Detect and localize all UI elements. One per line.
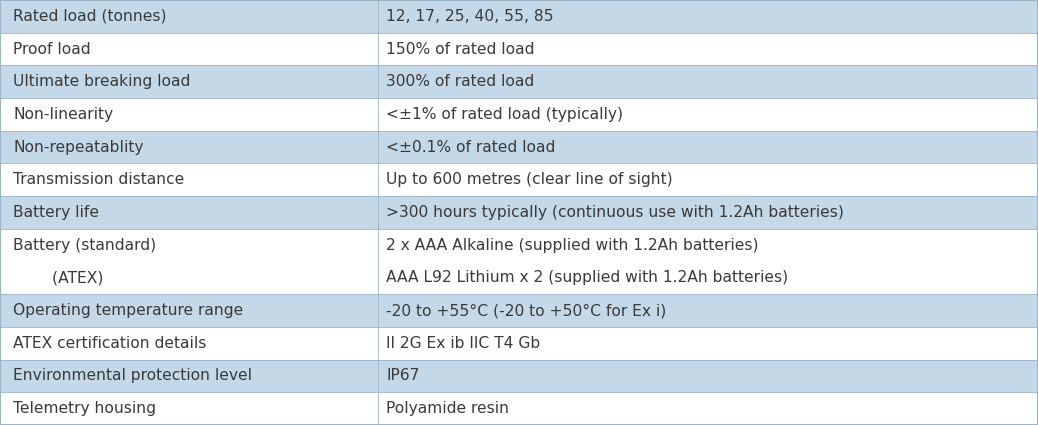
- Text: 150% of rated load: 150% of rated load: [386, 42, 535, 57]
- Bar: [0, 131, 1038, 164]
- Bar: [0, 327, 1038, 360]
- Bar: [0, 360, 1038, 392]
- Text: 2 x AAA Alkaline (supplied with 1.2Ah batteries): 2 x AAA Alkaline (supplied with 1.2Ah ba…: [386, 238, 759, 253]
- Text: ATEX certification details: ATEX certification details: [13, 336, 207, 351]
- Text: -20 to +55°C (-20 to +50°C for Ex i): -20 to +55°C (-20 to +50°C for Ex i): [386, 303, 666, 318]
- Bar: [0, 65, 1038, 98]
- Text: Battery life: Battery life: [13, 205, 100, 220]
- Text: Up to 600 metres (clear line of sight): Up to 600 metres (clear line of sight): [386, 172, 673, 187]
- Text: AAA L92 Lithium x 2 (supplied with 1.2Ah batteries): AAA L92 Lithium x 2 (supplied with 1.2Ah…: [386, 270, 788, 285]
- Text: IP67: IP67: [386, 368, 419, 383]
- Text: <±1% of rated load (typically): <±1% of rated load (typically): [386, 107, 623, 122]
- Text: Non-repeatabIity: Non-repeatabIity: [13, 140, 144, 155]
- Text: Operating temperature range: Operating temperature range: [13, 303, 244, 318]
- Text: Transmission distance: Transmission distance: [13, 172, 185, 187]
- Bar: [0, 33, 1038, 65]
- Text: Non-linearity: Non-linearity: [13, 107, 113, 122]
- Bar: [0, 392, 1038, 425]
- Text: II 2G Ex ib IIC T4 Gb: II 2G Ex ib IIC T4 Gb: [386, 336, 541, 351]
- Text: >300 hours typically (continuous use with 1.2Ah batteries): >300 hours typically (continuous use wit…: [386, 205, 844, 220]
- Bar: [0, 0, 1038, 33]
- Text: Ultimate breaking load: Ultimate breaking load: [13, 74, 191, 89]
- Bar: [0, 164, 1038, 196]
- Text: Environmental protection level: Environmental protection level: [13, 368, 252, 383]
- Bar: [0, 98, 1038, 131]
- Bar: [0, 196, 1038, 229]
- Text: 12, 17, 25, 40, 55, 85: 12, 17, 25, 40, 55, 85: [386, 9, 553, 24]
- Text: Proof load: Proof load: [13, 42, 91, 57]
- Text: 300% of rated load: 300% of rated load: [386, 74, 535, 89]
- Text: Battery (standard): Battery (standard): [13, 238, 157, 253]
- Text: Rated load (tonnes): Rated load (tonnes): [13, 9, 167, 24]
- Bar: [0, 229, 1038, 294]
- Text: Telemetry housing: Telemetry housing: [13, 401, 157, 416]
- Text: (ATEX): (ATEX): [13, 270, 104, 285]
- Bar: [0, 294, 1038, 327]
- Text: <±0.1% of rated load: <±0.1% of rated load: [386, 140, 555, 155]
- Text: Polyamide resin: Polyamide resin: [386, 401, 509, 416]
